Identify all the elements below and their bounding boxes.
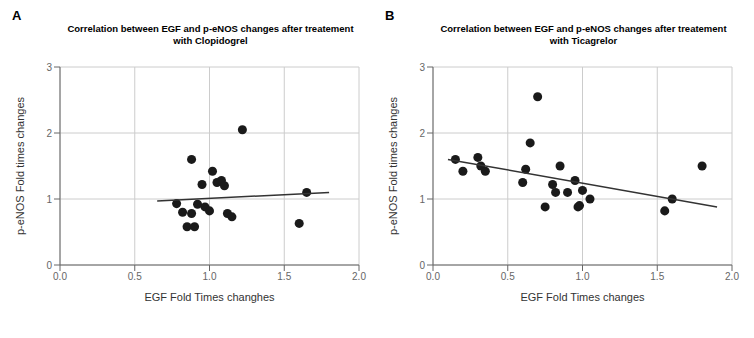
svg-text:3: 3: [419, 62, 425, 73]
svg-text:p-eNOS Fold times changes: p-eNOS Fold times changes: [387, 96, 399, 235]
html-text:Correlation between EGF and p-: Correlation between EGF and p-eNOS chang…: [440, 23, 727, 34]
html-text:with Clopidogrel: with Clopidogrel: [173, 35, 248, 46]
html-text:Correlation between EGF and p-: Correlation between EGF and p-eNOS chang…: [67, 23, 354, 34]
svg-text:1: 1: [46, 194, 52, 205]
svg-text:0.5: 0.5: [128, 271, 142, 282]
svg-text:0: 0: [419, 260, 425, 271]
svg-text:p-eNOS Fold times changes: p-eNOS Fold times changes: [14, 96, 26, 235]
svg-text:0.5: 0.5: [501, 271, 515, 282]
html-text:with Ticagrelor: with Ticagrelor: [549, 35, 618, 46]
svg-text:2.0: 2.0: [352, 271, 366, 282]
svg-text:2.0: 2.0: [725, 271, 739, 282]
svg-text:0: 0: [46, 260, 52, 271]
svg-text:3: 3: [46, 62, 52, 73]
svg-text:0.0: 0.0: [426, 271, 440, 282]
svg-text:EGF Fold Times changhes: EGF Fold Times changhes: [144, 291, 275, 303]
svg-text:1.5: 1.5: [277, 271, 291, 282]
svg-text:2: 2: [46, 128, 52, 139]
html-text:A: A: [12, 8, 22, 23]
svg-text:1: 1: [419, 194, 425, 205]
svg-text:1.5: 1.5: [650, 271, 664, 282]
svg-text:2: 2: [419, 128, 425, 139]
svg-text:0.0: 0.0: [53, 271, 67, 282]
svg-text:1.0: 1.0: [576, 271, 590, 282]
html-text:B: B: [385, 8, 395, 23]
svg-text:EGF Fold Times changes: EGF Fold Times changes: [520, 291, 645, 303]
svg-text:1.0: 1.0: [203, 271, 217, 282]
